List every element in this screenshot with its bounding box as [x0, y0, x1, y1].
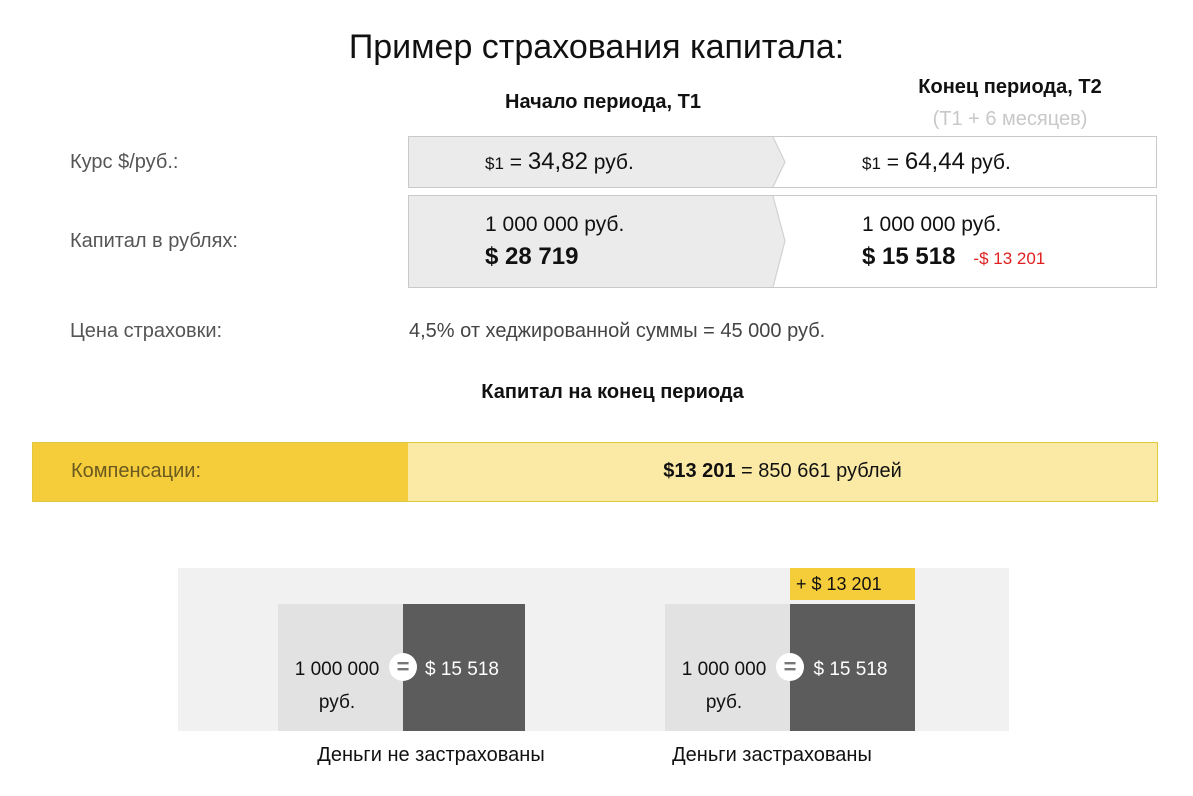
capital-t1-usd: $ 28 719	[485, 243, 579, 270]
end-capital-heading: Капитал на конец периода	[481, 381, 744, 403]
rate-t1-cell	[409, 137, 773, 187]
illustration-panel: 1 000 000 руб. $ 15 518 = 1 000 000 руб.…	[178, 568, 1009, 731]
uninsured-usd-amount: $ 15 518	[425, 659, 499, 680]
capital-t1-rub: 1 000 000 руб.	[485, 213, 625, 236]
column-header-start: Начало периода, Т1	[505, 91, 701, 113]
insured-usd-amount: $ 15 518	[813, 659, 888, 680]
rate-row-box: $1 = 34,82 руб. $1 = 64,44 руб.	[408, 136, 1157, 188]
insured-usd-block: $ 15 518	[790, 604, 915, 731]
capital-t1-cell	[409, 196, 773, 287]
compensation-label: Компенсации:	[71, 460, 201, 482]
uninsured-usd-block: $ 15 518	[403, 604, 525, 731]
compensation-label-cell: Компенсации:	[33, 443, 408, 501]
rate-t1-value: $1 = 34,82 руб.	[485, 148, 634, 175]
equals-icon: =	[389, 653, 417, 681]
capital-t2-loss: -$ 13 201	[973, 249, 1046, 268]
compensation-usd: $13 201	[663, 460, 736, 482]
capital-t2-usd-line: $ 15 518 -$ 13 201	[862, 243, 1045, 271]
uninsured-caption: Деньги не застрахованы	[317, 744, 545, 766]
rate-row-label: Курс $/руб.:	[70, 151, 179, 173]
insured-caption: Деньги застрахованы	[672, 744, 872, 766]
column-header-end-subtitle: (Т1 + 6 месяцев)	[932, 108, 1088, 130]
arrow-right-icon	[771, 137, 786, 187]
insured-rub-block: 1 000 000 руб.	[665, 604, 790, 731]
insured-rub-amount: 1 000 000 руб.	[681, 659, 767, 713]
price-row-label: Цена страховки:	[70, 320, 223, 342]
compensation-rub: = 850 661 рублей	[735, 460, 902, 482]
price-row-value: 4,5% от хеджированной суммы = 45 000 руб…	[409, 320, 826, 342]
capital-row-box: 1 000 000 руб. $ 28 719 1 000 000 руб. $…	[408, 195, 1157, 288]
insured-bonus-block: + $ 13 201	[790, 568, 915, 600]
uninsured-rub-block: 1 000 000 руб.	[278, 604, 403, 731]
page-title: Пример страхования капитала:	[348, 28, 845, 66]
capital-t2-usd: $ 15 518	[862, 243, 956, 270]
capital-row-label: Капитал в рублях:	[70, 230, 238, 252]
compensation-value: $13 201 = 850 661 рублей	[408, 460, 1157, 483]
uninsured-rub-amount: 1 000 000 руб.	[294, 659, 380, 713]
arrow-right-icon	[771, 196, 786, 287]
compensation-bar: Компенсации: $13 201 = 850 661 рублей	[32, 442, 1158, 502]
equals-icon: =	[776, 653, 804, 681]
rate-t2-value: $1 = 64,44 руб.	[862, 148, 1011, 175]
column-header-end: Конец периода, Т2	[918, 76, 1102, 98]
capital-t2-rub: 1 000 000 руб.	[862, 213, 1002, 236]
